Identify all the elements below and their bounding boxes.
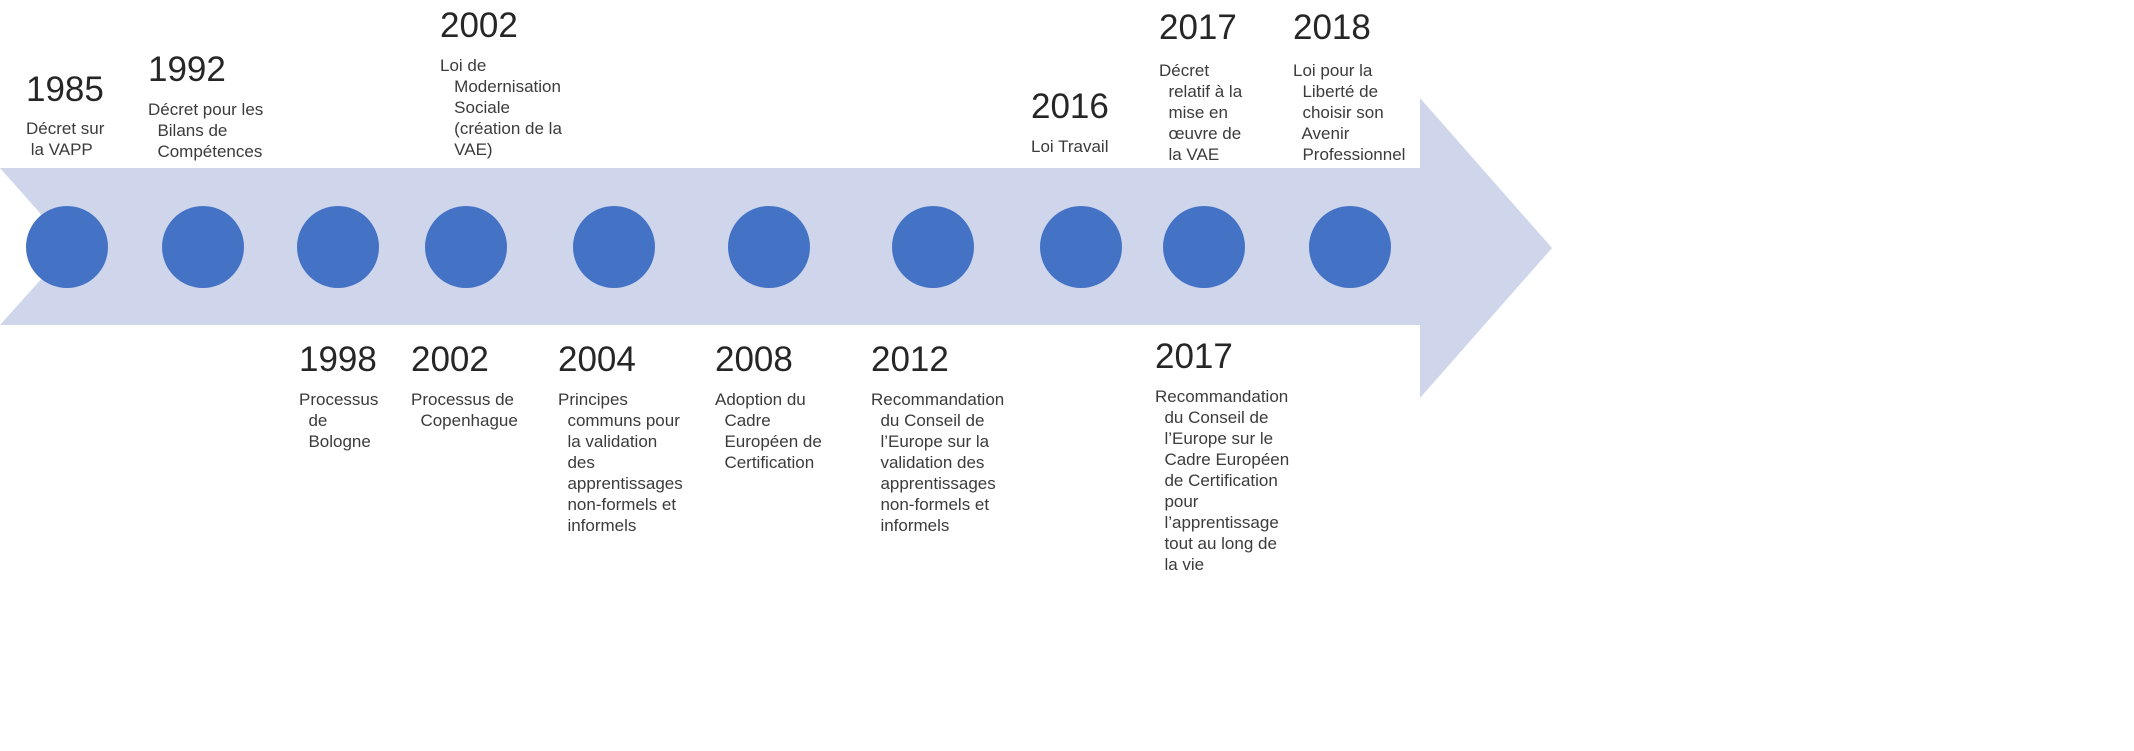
event-description: Processus de Copenhague bbox=[411, 390, 518, 430]
event-year: 2002 bbox=[411, 340, 489, 379]
event-year: 2012 bbox=[871, 340, 949, 379]
event-description: Loi pour la Liberté de choisir son Aveni… bbox=[1293, 61, 1406, 164]
timeline-marker-2004 bbox=[573, 206, 655, 288]
event-description: Processus de Bologne bbox=[299, 390, 379, 451]
event-year: 2017 bbox=[1155, 337, 1233, 376]
event-year: 1992 bbox=[148, 50, 226, 89]
event-description: Adoption du Cadre Européen de Certificat… bbox=[715, 390, 822, 472]
event-description: Loi de Modernisation Sociale (création d… bbox=[440, 56, 562, 159]
event-year: 2018 bbox=[1293, 8, 1371, 47]
event-year: 2016 bbox=[1031, 87, 1109, 126]
timeline-marker-1998 bbox=[297, 206, 379, 288]
event-year: 2004 bbox=[558, 340, 636, 379]
event-year: 2017 bbox=[1159, 8, 1237, 47]
timeline-marker-2018 bbox=[1309, 206, 1391, 288]
event-year: 1998 bbox=[299, 340, 377, 379]
timeline-marker-2002 bbox=[425, 206, 507, 288]
event-description: Décret relatif à la mise en œuvre de la … bbox=[1159, 61, 1243, 164]
event-description: Recommandation du Conseil de l’Europe su… bbox=[871, 390, 1005, 535]
event-year: 2002 bbox=[440, 6, 518, 45]
event-description: Recommandation du Conseil de l’Europe su… bbox=[1155, 387, 1290, 574]
event-year: 1985 bbox=[26, 70, 104, 109]
timeline-marker-1992 bbox=[162, 206, 244, 288]
timeline-marker-1985 bbox=[26, 206, 108, 288]
timeline-marker-2017 bbox=[1163, 206, 1245, 288]
event-description: Décret pour les Bilans de Compétences bbox=[148, 100, 264, 161]
event-description: Loi Travail bbox=[1031, 137, 1109, 156]
timeline-marker-2012 bbox=[892, 206, 974, 288]
event-year: 2008 bbox=[715, 340, 793, 379]
event-description: Décret sur la VAPP bbox=[26, 119, 105, 159]
timeline-marker-2016 bbox=[1040, 206, 1122, 288]
event-description: Principes communs pour la validation des… bbox=[558, 390, 683, 535]
timeline-marker-2008 bbox=[728, 206, 810, 288]
